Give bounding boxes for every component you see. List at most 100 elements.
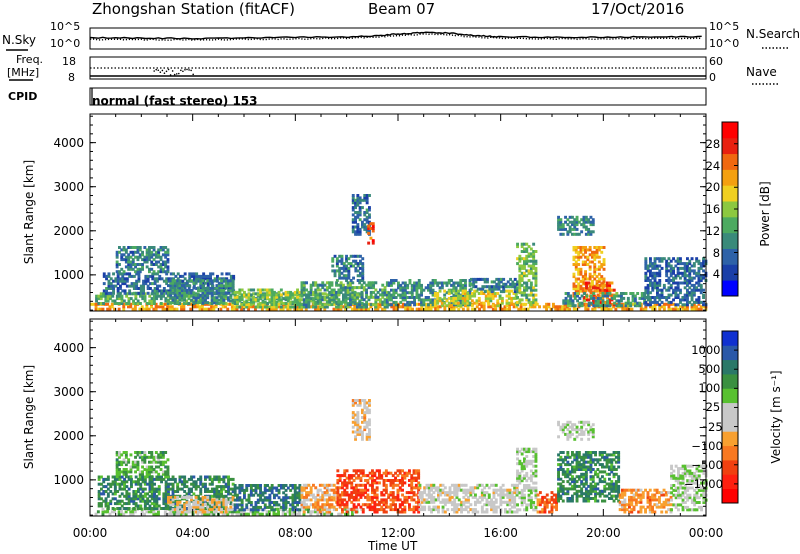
velocity-cell bbox=[161, 460, 165, 464]
power-cell bbox=[354, 225, 357, 229]
velocity-cell bbox=[380, 508, 384, 512]
power-cell bbox=[178, 284, 182, 288]
power-cell bbox=[509, 282, 512, 286]
velocity-cell bbox=[161, 453, 165, 457]
velocity-cell bbox=[284, 507, 287, 511]
power-cell bbox=[333, 254, 337, 258]
power-cell bbox=[140, 307, 144, 311]
power-cell bbox=[132, 282, 136, 286]
power-cell bbox=[452, 305, 456, 309]
power-cell bbox=[201, 279, 205, 283]
power-cell bbox=[631, 294, 635, 298]
velocity-cell bbox=[122, 468, 126, 471]
power-cell bbox=[594, 296, 598, 299]
power-cell bbox=[585, 286, 588, 290]
power-cell bbox=[581, 279, 585, 283]
velocity-cell bbox=[224, 512, 227, 516]
power-cell bbox=[344, 293, 348, 297]
power-cell bbox=[335, 305, 338, 309]
velocity-cell bbox=[325, 508, 329, 512]
power-cell bbox=[222, 291, 226, 295]
power-cell bbox=[415, 281, 419, 285]
power-cell bbox=[206, 301, 210, 305]
power-cell bbox=[669, 269, 673, 273]
power-cell bbox=[597, 267, 601, 271]
power-cell bbox=[296, 288, 299, 292]
power-cell bbox=[510, 299, 514, 303]
power-cell bbox=[164, 265, 168, 269]
power-cell bbox=[489, 296, 493, 300]
velocity-cell bbox=[401, 488, 404, 492]
power-cell bbox=[134, 294, 138, 298]
power-cell bbox=[464, 304, 467, 308]
power-cell bbox=[584, 272, 587, 276]
velocity-cell bbox=[111, 507, 115, 510]
velocity-cell bbox=[256, 498, 260, 502]
power-cell bbox=[457, 283, 460, 287]
power-cell bbox=[633, 301, 637, 305]
power-cell bbox=[354, 230, 357, 234]
velocity-cell bbox=[197, 503, 200, 507]
power-cell bbox=[577, 232, 581, 236]
velocity-cell bbox=[344, 507, 347, 511]
velocity-cell bbox=[387, 493, 391, 497]
power-cell bbox=[653, 271, 657, 275]
velocity-cell bbox=[139, 494, 143, 498]
power-cell bbox=[491, 307, 495, 311]
velocity-cell bbox=[357, 476, 361, 480]
power-cell bbox=[679, 262, 682, 266]
velocity-cell bbox=[201, 510, 205, 514]
power-cell bbox=[595, 279, 599, 283]
velocity-cell bbox=[361, 510, 365, 514]
power-cell bbox=[390, 281, 393, 285]
power-cell bbox=[436, 305, 440, 309]
power-cell bbox=[185, 299, 189, 303]
velocity-cell bbox=[127, 494, 131, 498]
power-cell bbox=[631, 292, 635, 295]
power-cell bbox=[120, 258, 124, 262]
power-cell bbox=[122, 270, 126, 274]
power-cell bbox=[406, 307, 410, 311]
power-cell bbox=[665, 269, 669, 273]
velocity-cell bbox=[145, 468, 149, 471]
power-cell bbox=[644, 296, 648, 299]
power-cell bbox=[523, 303, 526, 307]
velocity-cell bbox=[178, 510, 182, 514]
power-cell bbox=[519, 305, 523, 309]
power-cell bbox=[383, 300, 387, 304]
velocity-cell bbox=[300, 505, 304, 509]
power-cell bbox=[172, 287, 175, 290]
power-cell bbox=[457, 291, 460, 295]
power-cell bbox=[502, 285, 506, 289]
power-cell bbox=[363, 223, 367, 227]
power-cell bbox=[588, 272, 592, 276]
velocity-cell bbox=[134, 490, 138, 493]
power-cell bbox=[525, 259, 529, 263]
power-cell bbox=[161, 307, 165, 311]
power-cell bbox=[587, 232, 591, 236]
velocity-cell bbox=[256, 510, 260, 514]
power-cell bbox=[392, 307, 396, 311]
velocity-cell bbox=[118, 482, 122, 486]
velocity-cell bbox=[309, 512, 313, 516]
power-cell bbox=[385, 300, 389, 304]
velocity-cell bbox=[321, 495, 325, 499]
power-cell bbox=[139, 289, 143, 293]
velocity-cell bbox=[328, 498, 332, 502]
power-cell bbox=[589, 288, 593, 292]
power-cell bbox=[345, 279, 348, 282]
power-cell bbox=[496, 299, 500, 303]
nsky-label: N.Sky bbox=[2, 33, 37, 47]
power-cell bbox=[420, 283, 423, 287]
velocity-cell bbox=[291, 501, 295, 504]
power-cell bbox=[484, 299, 488, 303]
power-cell bbox=[601, 294, 605, 298]
velocity-echo-region bbox=[233, 484, 302, 512]
velocity-cell bbox=[245, 498, 249, 502]
power-cell bbox=[273, 303, 276, 307]
power-cell bbox=[199, 297, 202, 301]
power-cell bbox=[525, 257, 529, 261]
power-cell bbox=[644, 291, 648, 295]
power-cell bbox=[506, 280, 510, 284]
power-cell bbox=[529, 271, 533, 275]
